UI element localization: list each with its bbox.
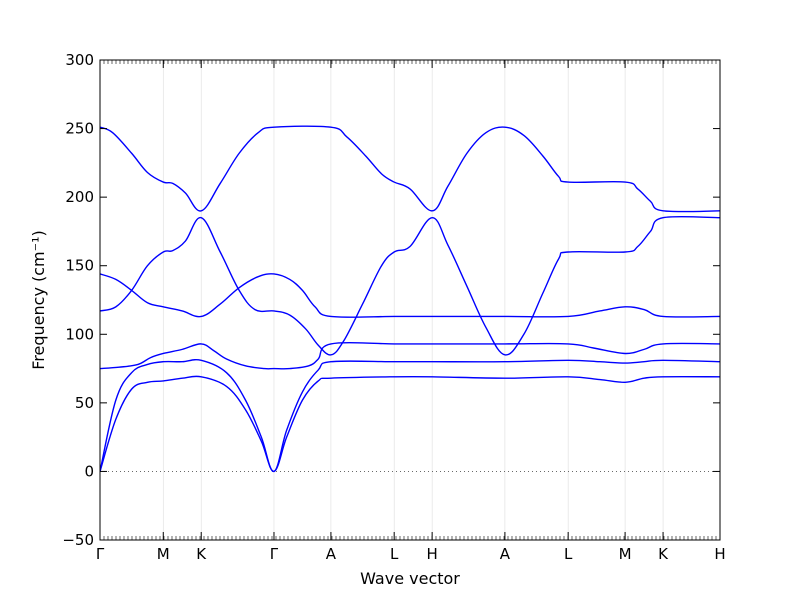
x-axis-title: Wave vector: [360, 569, 460, 588]
x-tick-label: K: [196, 545, 207, 563]
y-axis-title: Frequency (cm⁻¹): [29, 230, 48, 369]
x-tick-label: H: [714, 545, 725, 563]
x-tick-label: L: [564, 545, 573, 563]
x-tick-label: H: [427, 545, 438, 563]
x-tick-label: Γ: [96, 545, 105, 563]
x-tick-label: L: [390, 545, 399, 563]
plot-frame: [99, 59, 721, 541]
band-5: [100, 273, 720, 318]
y-tick-label: 150: [65, 257, 94, 275]
minor-ticks: [99, 60, 721, 540]
x-tick-label: M: [157, 545, 170, 563]
y-tick-label: 100: [65, 325, 94, 343]
y-ticks: −50 0 50 100 150 200 250 300: [62, 51, 720, 549]
x-tick-label: K: [658, 545, 669, 563]
y-tick-label: 250: [65, 120, 94, 138]
y-tick-label: 300: [65, 51, 94, 69]
band-2: [100, 358, 720, 473]
band-6: [100, 125, 720, 213]
band-3: [100, 341, 720, 370]
band-1: [100, 375, 720, 473]
x-tick-label: A: [326, 545, 337, 563]
band-4: [100, 215, 720, 356]
y-tick-label: 200: [65, 188, 94, 206]
y-tick-label: 50: [75, 394, 94, 412]
x-tick-label: Γ: [270, 545, 279, 563]
kpoint-dividers: [162, 60, 664, 540]
y-tick-label: 0: [84, 462, 94, 480]
x-tick-label: M: [619, 545, 632, 563]
x-tick-label: A: [500, 545, 511, 563]
y-tick-label: −50: [62, 531, 94, 549]
phonon-bands: [100, 125, 720, 473]
